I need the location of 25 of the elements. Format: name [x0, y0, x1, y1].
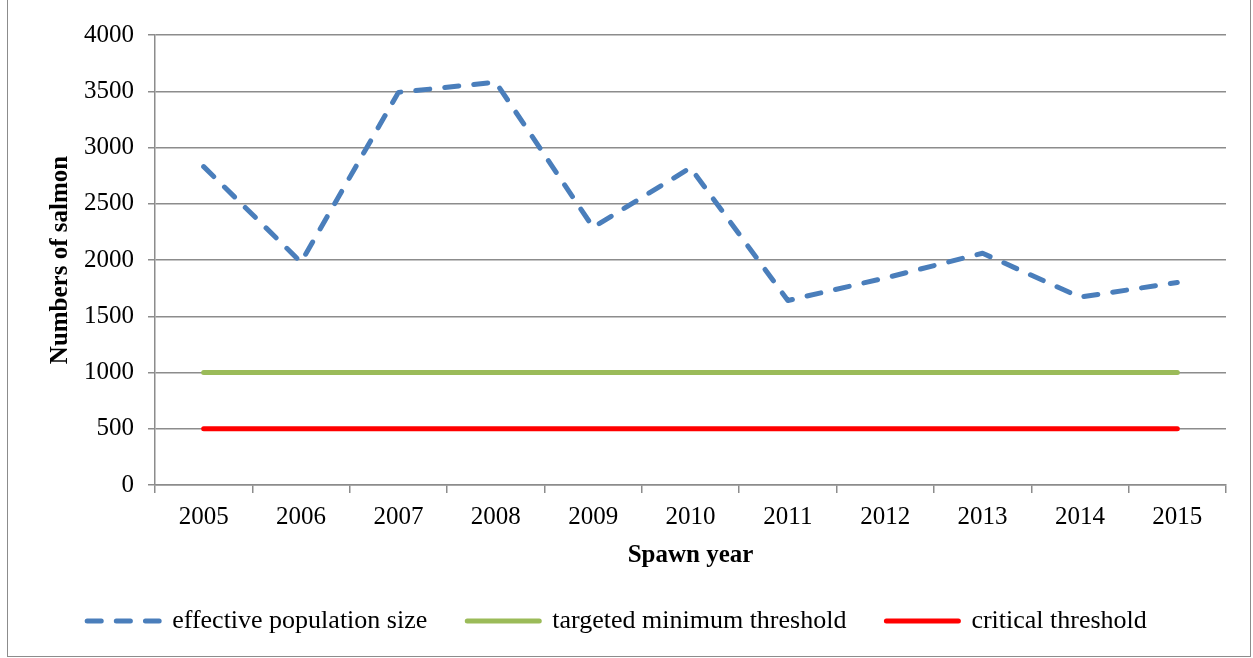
y-tick-label: 1500	[84, 300, 134, 328]
x-tick-label: 2012	[860, 501, 911, 529]
legend-label: effective population size	[172, 604, 428, 634]
y-tick-label: 4000	[84, 19, 134, 47]
y-axis-title: Numbers of salmon	[45, 155, 73, 365]
y-tick-label: 2000	[84, 244, 134, 272]
x-tick-label: 2008	[470, 501, 521, 529]
y-tick-label: 500	[96, 413, 134, 441]
x-tick-label: 2013	[957, 501, 1008, 529]
y-tick-label: 1000	[84, 357, 134, 385]
legend-label: targeted minimum threshold	[552, 604, 847, 634]
x-tick-label: 2005	[178, 501, 229, 529]
x-tick-label: 2009	[568, 501, 619, 529]
x-tick-label: 2007	[373, 501, 424, 529]
x-tick-label: 2015	[1152, 501, 1203, 529]
x-tick-label: 2014	[1054, 501, 1106, 529]
y-tick-label: 2500	[84, 188, 134, 216]
x-tick-label: 2010	[665, 501, 716, 529]
x-tick-label: 2011	[763, 501, 813, 529]
y-tick-label: 0	[121, 469, 134, 497]
x-axis-title: Spawn year	[627, 539, 754, 567]
y-tick-label: 3000	[84, 132, 134, 160]
legend-label: critical threshold	[971, 604, 1147, 634]
y-tick-label: 3500	[84, 75, 134, 103]
x-tick-label: 2006	[276, 501, 327, 529]
